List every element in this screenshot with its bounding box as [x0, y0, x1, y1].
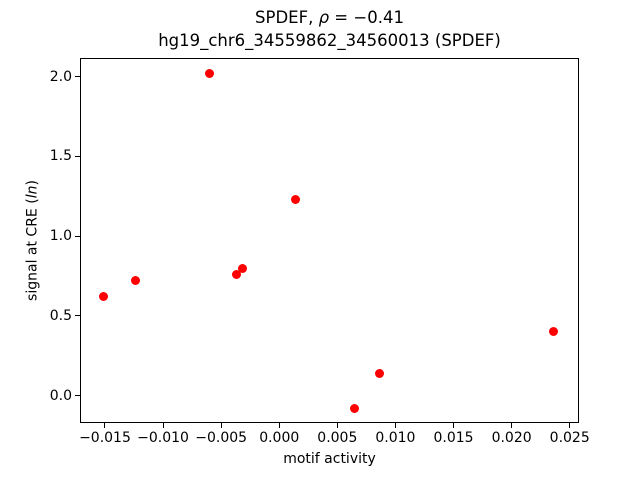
- x-tick-mark: [511, 423, 513, 428]
- x-tick-mark: [278, 423, 280, 428]
- y-axis-label-prefix: signal at CRE (: [24, 198, 41, 301]
- x-tick-label: −0.005: [195, 430, 248, 446]
- chart-title-block: SPDEF, ρ = −0.41 hg19_chr6_34559862_3456…: [80, 7, 579, 52]
- x-tick-mark: [220, 423, 222, 428]
- y-tick-label: 1.0: [49, 228, 72, 245]
- y-tick-mark: [75, 155, 80, 157]
- chart-title: SPDEF, ρ = −0.41: [80, 7, 579, 30]
- y-tick-label: 1.5: [49, 148, 72, 165]
- y-axis-label: signal at CRE (ln): [25, 141, 42, 341]
- y-tick-mark: [75, 395, 80, 397]
- x-tick-label: 0.010: [375, 430, 416, 446]
- y-tick-mark: [75, 235, 80, 237]
- chart-title-rho: ρ: [318, 8, 330, 27]
- data-point: [99, 292, 109, 302]
- y-tick-label: 2.0: [49, 68, 72, 85]
- x-tick-mark: [453, 423, 455, 428]
- x-tick-label: 0.000: [259, 430, 300, 446]
- y-axis-label-suffix: ): [24, 180, 41, 186]
- x-axis-label: motif activity: [283, 451, 376, 467]
- y-tick-label: 0.5: [49, 307, 72, 324]
- data-point: [291, 195, 301, 204]
- data-point: [374, 368, 384, 378]
- x-tick-mark: [336, 423, 338, 428]
- data-point: [237, 263, 247, 273]
- chart-subtitle: hg19_chr6_34559862_34560013 (SPDEF): [158, 30, 501, 50]
- x-tick-mark: [394, 423, 396, 428]
- chart-title-prefix: SPDEF,: [255, 8, 319, 27]
- y-tick-mark: [75, 76, 80, 78]
- x-tick-label: 0.020: [491, 430, 532, 446]
- y-axis-label-italic: ln: [24, 185, 41, 199]
- x-tick-label: −0.015: [79, 430, 131, 446]
- data-point: [130, 276, 140, 286]
- data-point: [205, 68, 215, 78]
- x-tick-label: 0.015: [433, 430, 474, 446]
- data-point: [548, 327, 558, 337]
- data-point: [231, 269, 241, 279]
- y-tick-mark: [75, 315, 80, 317]
- x-tick-mark: [104, 423, 106, 428]
- chart-title-value: = −0.41: [329, 8, 404, 27]
- x-tick-mark: [162, 423, 164, 428]
- x-tick-label: 0.025: [549, 430, 590, 446]
- plot-area: [80, 58, 579, 423]
- x-tick-label: 0.005: [317, 430, 358, 446]
- x-tick-mark: [569, 423, 571, 428]
- y-tick-label: 0.0: [49, 387, 72, 404]
- x-tick-label: −0.010: [137, 430, 189, 446]
- data-point: [350, 403, 360, 413]
